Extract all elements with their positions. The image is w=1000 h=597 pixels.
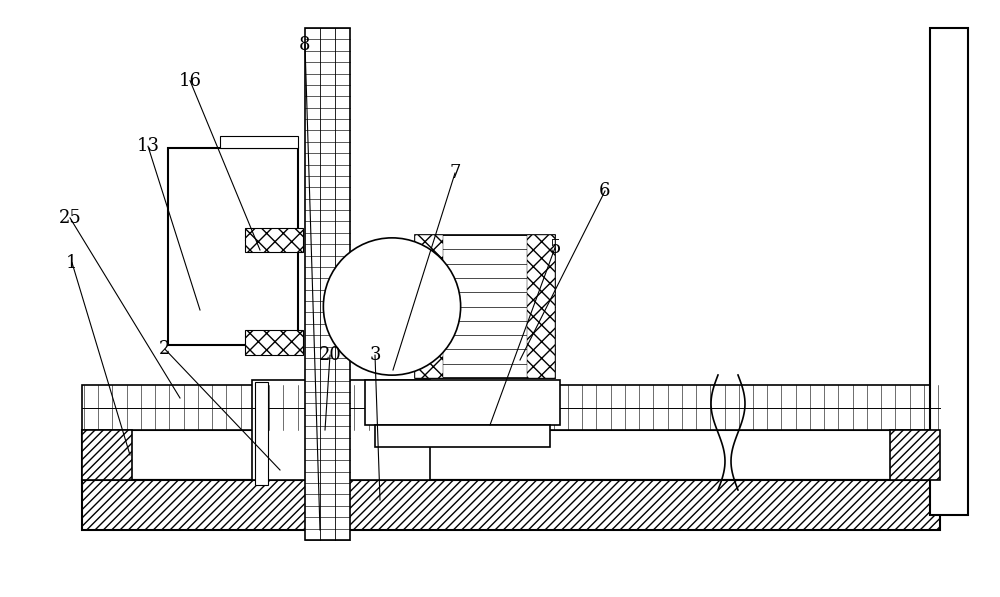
Bar [220, 136, 298, 148]
Bar [82, 385, 940, 430]
Bar [82, 430, 940, 480]
Text: 3: 3 [369, 346, 381, 364]
Circle shape [323, 238, 461, 375]
Bar [930, 28, 968, 515]
Text: 8: 8 [299, 36, 311, 54]
Bar [255, 382, 268, 485]
Bar [415, 235, 555, 378]
Bar [245, 228, 303, 252]
Bar [415, 235, 443, 378]
Bar [365, 380, 560, 425]
Bar [252, 380, 430, 480]
Text: 2: 2 [159, 340, 171, 358]
Text: 6: 6 [599, 182, 611, 200]
Bar [890, 430, 940, 480]
Bar [168, 148, 298, 345]
Bar [527, 235, 555, 378]
Bar [82, 430, 132, 480]
Text: 7: 7 [449, 164, 461, 182]
Text: 5: 5 [549, 239, 561, 257]
Text: 20: 20 [319, 346, 341, 364]
Text: 25: 25 [59, 209, 81, 227]
Text: 13: 13 [136, 137, 160, 155]
Bar [305, 28, 350, 540]
Text: 16: 16 [178, 72, 202, 90]
Bar [375, 425, 550, 447]
Bar [82, 480, 940, 530]
Text: 1: 1 [66, 254, 78, 272]
Bar [245, 330, 303, 355]
